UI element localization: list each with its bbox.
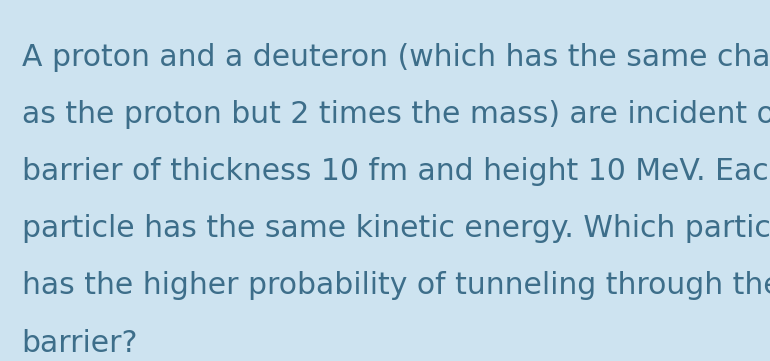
Text: barrier?: barrier?: [22, 329, 138, 357]
Text: A proton and a deuteron (which has the same charge: A proton and a deuteron (which has the s…: [22, 43, 770, 72]
Text: particle has the same kinetic energy. Which particle: particle has the same kinetic energy. Wh…: [22, 214, 770, 243]
Text: as the proton but 2 times the mass) are incident on a: as the proton but 2 times the mass) are …: [22, 100, 770, 129]
Text: barrier of thickness 10 fm and height 10 MeV. Each: barrier of thickness 10 fm and height 10…: [22, 157, 770, 186]
Text: has the higher probability of tunneling through the: has the higher probability of tunneling …: [22, 271, 770, 300]
